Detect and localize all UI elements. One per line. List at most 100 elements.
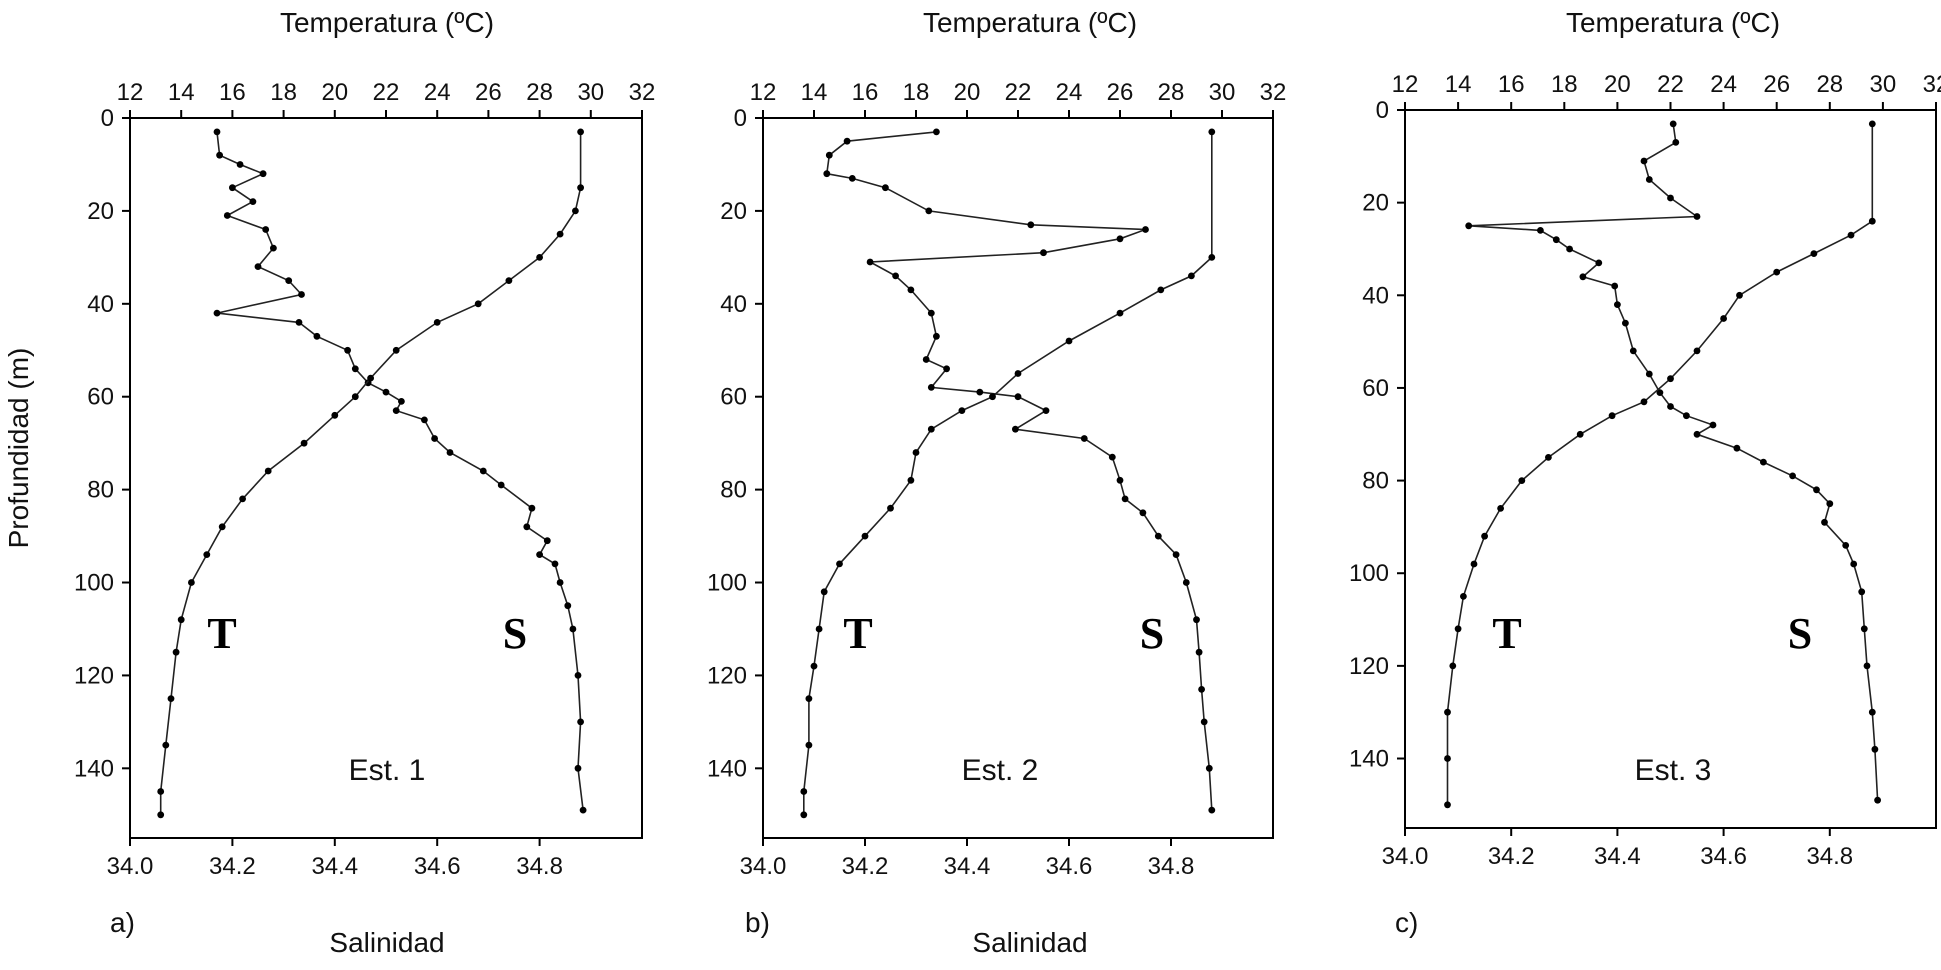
series-line-T xyxy=(825,131,1213,811)
temperature-series xyxy=(213,128,587,814)
top-tick-label: 14 xyxy=(168,79,195,106)
left-tick-label: 80 xyxy=(720,477,747,504)
series-line-T xyxy=(1468,123,1879,801)
panel-label: b) xyxy=(745,907,770,938)
top-tick-label: 24 xyxy=(1056,79,1083,106)
top-tick-label: 14 xyxy=(1445,71,1472,98)
top-tick-label: 28 xyxy=(526,79,553,106)
top-tick-label: 18 xyxy=(270,79,297,106)
data-point-S xyxy=(927,425,935,433)
data-point-T xyxy=(892,272,899,280)
top-tick-label: 12 xyxy=(117,79,144,106)
data-point-T xyxy=(213,128,221,136)
data-point-S xyxy=(1847,231,1855,239)
data-point-T xyxy=(1842,542,1850,549)
top-tick-label: 28 xyxy=(1158,79,1185,106)
temperature-series xyxy=(1465,120,1881,804)
data-point-T xyxy=(933,128,940,136)
left-tick-label: 20 xyxy=(720,198,747,225)
data-point-S xyxy=(177,616,185,624)
data-point-T xyxy=(1672,139,1680,146)
bottom-tick-label: 34.2 xyxy=(209,853,256,880)
salinity-series xyxy=(800,128,1216,819)
bottom-tick-label: 34.4 xyxy=(311,853,358,880)
top-tick-label: 30 xyxy=(577,79,604,106)
data-point-S xyxy=(577,128,584,136)
data-point-T xyxy=(1465,222,1473,230)
data-point-S xyxy=(433,319,441,326)
data-point-S xyxy=(577,184,584,192)
data-point-T xyxy=(1858,588,1866,596)
data-point-S xyxy=(1208,254,1216,261)
data-point-T xyxy=(569,625,577,633)
bottom-tick-label: 34.6 xyxy=(1046,853,1093,880)
top-tick-label: 26 xyxy=(1107,79,1134,106)
data-point-S xyxy=(887,504,894,512)
left-tick-label: 0 xyxy=(734,105,747,132)
left-tick-label: 140 xyxy=(74,755,114,782)
data-point-T xyxy=(866,258,874,266)
data-point-S xyxy=(172,648,180,656)
data-point-T xyxy=(285,277,293,284)
top-tick-label: 24 xyxy=(1710,71,1737,98)
top-tick-label: 32 xyxy=(629,79,656,106)
left-tick-label: 100 xyxy=(1349,560,1389,587)
data-point-T xyxy=(1012,425,1019,433)
top-tick-label: 32 xyxy=(1260,79,1287,106)
left-tick-label: 120 xyxy=(707,662,747,689)
salinity-letter: S xyxy=(1788,609,1812,658)
data-point-T xyxy=(574,764,582,772)
data-point-T xyxy=(313,332,321,340)
data-point-T xyxy=(1042,407,1050,414)
data-point-S xyxy=(912,449,920,456)
data-point-T xyxy=(1821,518,1828,526)
data-point-T xyxy=(825,151,833,159)
data-point-T xyxy=(1683,412,1690,420)
data-point-T xyxy=(392,407,400,414)
data-point-S xyxy=(218,523,226,531)
station-label: Est. 3 xyxy=(1635,754,1712,787)
bottom-tick-label: 34.0 xyxy=(1382,843,1429,870)
data-point-S xyxy=(1497,505,1504,512)
data-point-S xyxy=(1667,375,1674,383)
data-point-S xyxy=(989,393,996,401)
data-point-T xyxy=(1537,227,1544,234)
top-tick-label: 28 xyxy=(1816,71,1843,98)
data-point-S xyxy=(1608,412,1616,420)
data-point-T xyxy=(1172,551,1180,558)
data-point-S xyxy=(157,811,165,819)
top-tick-label: 22 xyxy=(1657,71,1684,98)
data-point-T xyxy=(927,384,935,391)
left-tick-label: 100 xyxy=(707,570,747,597)
station-box xyxy=(1545,735,1795,807)
top-tick-label: 20 xyxy=(954,79,981,106)
left-ticks: 0 20 40 60 80 100 120 140 xyxy=(74,105,130,782)
data-point-T xyxy=(421,416,428,424)
data-point-T xyxy=(1040,249,1047,257)
data-point-T xyxy=(1108,453,1116,461)
data-point-T xyxy=(382,388,390,396)
data-point-S xyxy=(1208,128,1216,136)
data-point-T xyxy=(1080,435,1088,442)
series-line-T xyxy=(216,131,584,811)
top-ticks: 12 14 16 18 20 22 24 26 28 30 32 xyxy=(1392,71,1941,110)
salinity-series xyxy=(1444,120,1876,809)
data-point-S xyxy=(1454,625,1462,633)
panel-label: a) xyxy=(110,907,135,938)
data-point-T xyxy=(556,579,564,586)
temperature-letter: T xyxy=(843,609,872,658)
data-point-T xyxy=(1552,236,1560,244)
data-point-S xyxy=(1460,593,1467,600)
data-point-T xyxy=(1874,796,1881,804)
bottom-axis-title: Salinidad xyxy=(972,927,1087,958)
data-point-S xyxy=(188,579,195,586)
data-point-T xyxy=(262,226,270,233)
data-point-T xyxy=(1611,282,1619,290)
data-point-S xyxy=(239,495,247,503)
data-point-T xyxy=(925,207,933,215)
left-tick-label: 100 xyxy=(74,570,114,597)
panel-c: Temperatura (ºC) 1214161820222426283032 … xyxy=(1349,7,1941,938)
data-point-T xyxy=(479,467,487,475)
data-point-T xyxy=(551,560,559,568)
data-point-T xyxy=(1139,509,1147,517)
